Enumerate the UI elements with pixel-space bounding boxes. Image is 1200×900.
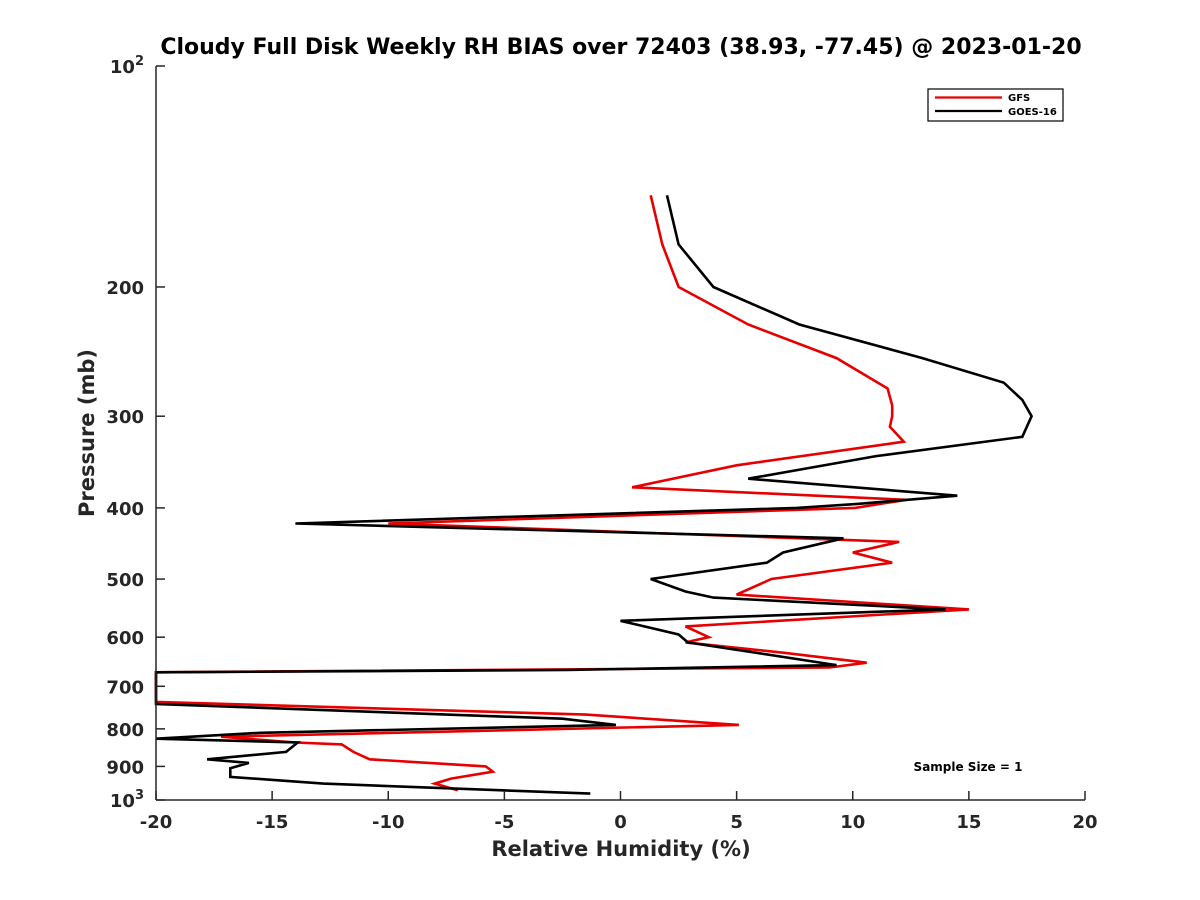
y-tick-exponent: 3 <box>135 788 144 803</box>
y-tick-base: 10 <box>110 57 135 78</box>
sample-size-annotation: Sample Size = 1 <box>914 760 1023 774</box>
y-axis-label: Pressure (mb) <box>75 349 99 517</box>
legend-label-gfs: GFS <box>1008 93 1030 104</box>
y-tick-label: 500 <box>106 570 144 591</box>
y-tick-base: 10 <box>110 791 135 812</box>
x-axis-label: Relative Humidity (%) <box>491 837 750 861</box>
series-layer <box>154 195 1034 795</box>
legend-label-goes16: GOES-16 <box>1008 107 1057 118</box>
x-tick-label: 0 <box>614 812 627 833</box>
y-tick-label: 800 <box>106 720 144 741</box>
y-tick-label: 700 <box>106 677 144 698</box>
y-tick-label-power: 103 <box>110 788 144 812</box>
x-tick-label: -15 <box>256 812 289 833</box>
legend: GFS GOES-16 <box>927 88 1064 122</box>
y-tick-exponent: 2 <box>135 54 144 69</box>
x-tick-label: -10 <box>372 812 405 833</box>
y-tick-label: 900 <box>106 757 144 778</box>
y-tick-label: 200 <box>106 278 144 299</box>
y-tick-label-power: 102 <box>110 54 144 78</box>
y-tick-label: 400 <box>106 499 144 520</box>
x-tick-label: -20 <box>140 812 173 833</box>
y-tick-label: 600 <box>106 628 144 649</box>
x-tick-label: -5 <box>494 812 514 833</box>
chart-title: Cloudy Full Disk Weekly RH BIAS over 724… <box>160 35 1081 60</box>
legend-box <box>927 88 1064 122</box>
x-axis-ticks: -20 -15 -10 -5 0 5 10 15 20 <box>140 791 1098 833</box>
y-tick-label: 300 <box>106 407 144 428</box>
series-line-gfs <box>154 195 969 792</box>
series-line-goes16 <box>154 195 1034 795</box>
x-tick-label: 5 <box>730 812 743 833</box>
x-tick-label: 10 <box>840 812 865 833</box>
x-tick-label: 15 <box>956 812 981 833</box>
x-tick-label: 20 <box>1072 812 1097 833</box>
